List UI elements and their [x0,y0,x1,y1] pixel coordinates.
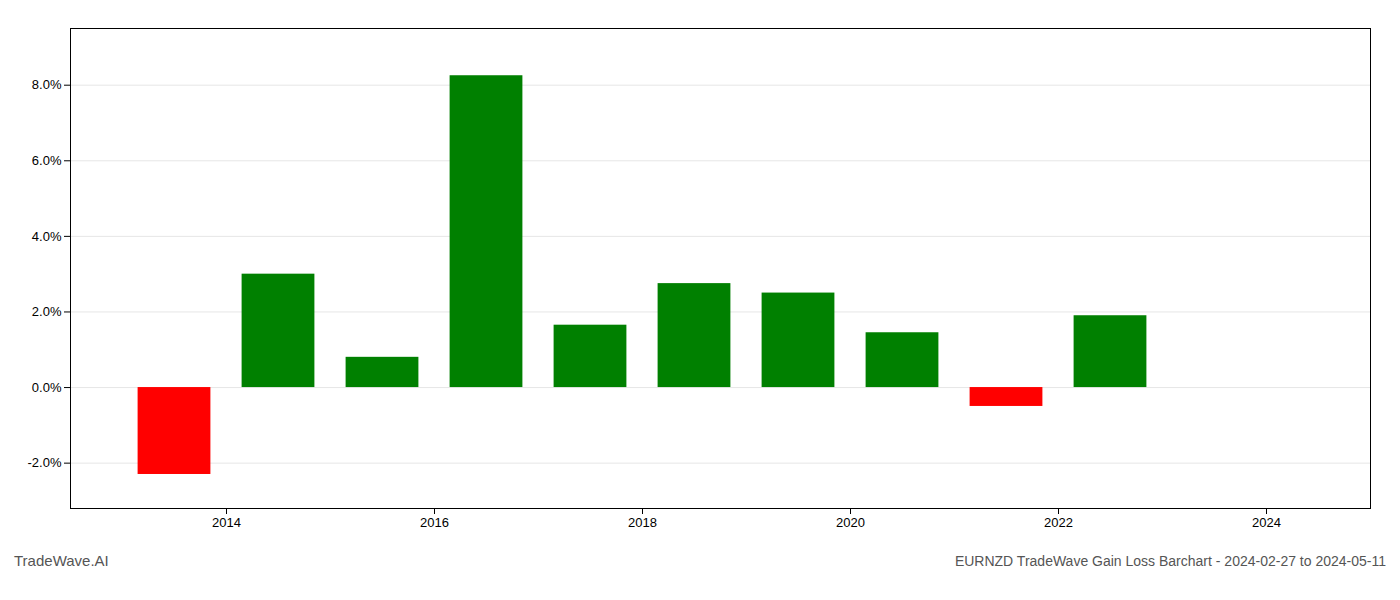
svg-text:8.0%: 8.0% [32,77,62,92]
svg-text:2018: 2018 [628,515,657,530]
svg-text:2024: 2024 [1252,515,1281,530]
svg-text:0.0%: 0.0% [32,380,62,395]
svg-text:2.0%: 2.0% [32,304,62,319]
html-text:TradeWave.AI: TradeWave.AI [14,552,109,569]
svg-text:6.0%: 6.0% [32,153,62,168]
svg-text:-2.0%: -2.0% [28,455,62,470]
html-text:EURNZD TradeWave Gain Loss Bar: EURNZD TradeWave Gain Loss Barchart - 20… [954,553,1386,569]
svg-text:2020: 2020 [836,515,865,530]
svg-text:2016: 2016 [420,515,449,530]
svg-text:2022: 2022 [1044,515,1073,530]
svg-text:2014: 2014 [212,515,241,530]
svg-text:4.0%: 4.0% [32,229,62,244]
